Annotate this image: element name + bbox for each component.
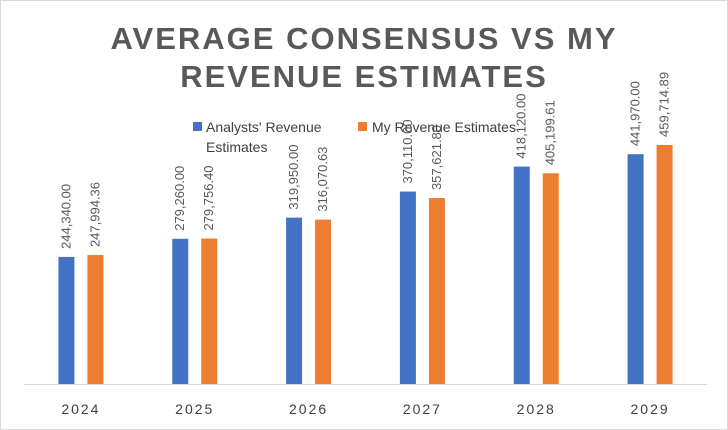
bar-mine-2025 — [201, 238, 218, 384]
x-tick-label-2025: 2025 — [175, 401, 214, 417]
legend-label-mine: My Revenue Estimates — [372, 119, 516, 135]
data-label-analysts-2025: 279,260.00 — [172, 166, 187, 231]
x-tick-label-2027: 2027 — [403, 401, 442, 417]
data-label-analysts-2028: 418,120.00 — [514, 93, 529, 158]
data-label-mine-2024: 247,994.36 — [87, 182, 102, 247]
bar-mine-2026 — [315, 219, 332, 384]
legend-swatch-analysts — [193, 122, 202, 131]
bar-mine-2027 — [428, 198, 445, 384]
data-label-mine-2027: 357,621.80 — [429, 125, 444, 190]
bar-mine-2029 — [656, 144, 673, 384]
legend: Analysts' Revenue Estimates My Revenue E… — [193, 119, 516, 155]
bar-mine-2024 — [87, 255, 104, 384]
legend-label-analysts-line-2: Estimates — [206, 139, 267, 155]
data-label-analysts-2029: 441,970.00 — [628, 81, 643, 146]
bar-analysts-2028 — [513, 166, 530, 384]
bar-analysts-2025 — [172, 238, 189, 384]
bar-analysts-2027 — [399, 191, 416, 384]
data-label-analysts-2026: 319,950.00 — [286, 145, 301, 210]
x-tick-label-2028: 2028 — [517, 401, 556, 417]
bar-analysts-2029 — [627, 154, 644, 384]
chart-title-line-2: REVENUE ESTIMATES — [180, 59, 548, 94]
bar-analysts-2026 — [286, 217, 303, 384]
data-label-mine-2025: 279,756.40 — [201, 165, 216, 230]
x-tick-label-2029: 2029 — [631, 401, 670, 417]
legend-swatch-mine — [358, 122, 367, 131]
bar-analysts-2024 — [58, 256, 75, 384]
data-label-mine-2026: 316,070.63 — [315, 147, 330, 212]
bar-mine-2028 — [542, 173, 559, 384]
data-label-mine-2028: 405,199.61 — [543, 100, 558, 165]
chart-title-line-1: AVERAGE CONSENSUS VS MY — [110, 21, 617, 56]
data-label-analysts-2024: 244,340.00 — [58, 184, 73, 249]
x-tick-label-2024: 2024 — [61, 401, 100, 417]
plot-area: 2024 244,340.00 247,994.36 2025 279,260.00 27… — [24, 72, 707, 417]
data-label-mine-2029: 459,714.89 — [657, 72, 672, 137]
legend-label-analysts-line-1: Analysts' Revenue — [206, 119, 322, 135]
data-label-analysts-2027: 370,110.00 — [400, 119, 415, 183]
x-tick-label-2026: 2026 — [289, 401, 328, 417]
